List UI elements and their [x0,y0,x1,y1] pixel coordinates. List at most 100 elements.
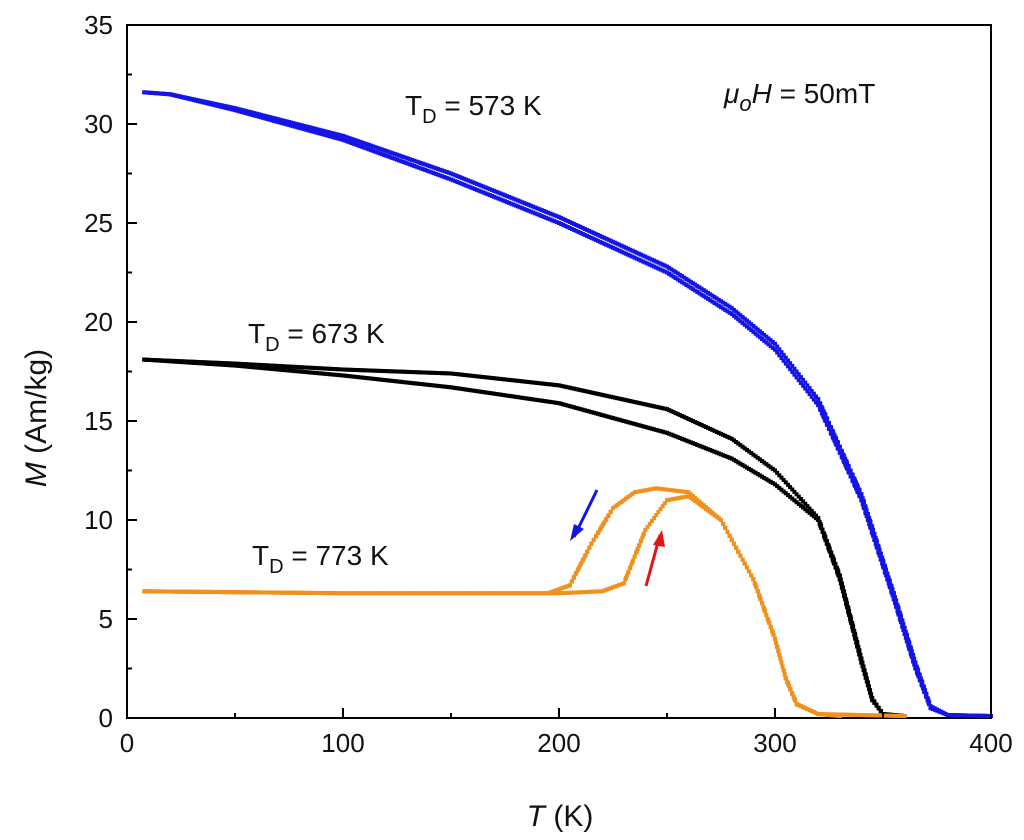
data-point [338,137,343,142]
data-point [893,595,897,600]
data-point [189,589,194,594]
data-point [693,498,698,503]
data-point [775,644,780,649]
data-point [377,591,382,596]
data-point [194,361,199,366]
data-point [811,710,816,715]
data-point [325,591,330,596]
data-point [602,413,607,418]
data-point [550,382,555,387]
data-point [615,502,620,507]
data-point [442,169,447,174]
data-point [595,232,600,237]
data-point [836,440,840,445]
data-point [336,373,341,378]
data-point [321,128,326,133]
data-point [373,145,378,150]
data-point [671,274,676,279]
data-point [738,461,743,466]
data-point [710,293,715,298]
data-point [250,590,255,595]
data-point [688,495,693,500]
data-point [902,714,907,719]
data-point [662,406,667,411]
data-point [548,217,553,222]
data-point [658,405,663,410]
data-point [446,591,451,596]
data-point [897,610,902,615]
data-point [820,529,825,534]
data-point [900,618,905,623]
data-point [163,91,168,96]
data-point [172,93,177,98]
data-point [914,664,919,669]
data-point [716,303,721,308]
data-point [451,178,456,183]
data-point [353,142,358,147]
data-point [656,266,661,271]
data-point [515,198,520,203]
data-point [155,91,160,96]
data-point [902,625,907,630]
data-point [632,554,637,559]
data-point [840,589,845,594]
data-point [677,413,682,418]
data-point [274,363,279,368]
data-point [528,397,533,402]
data-point [185,360,190,365]
data-point [639,423,644,428]
data-point [308,365,313,370]
data-point [937,708,942,713]
data-point [373,368,378,373]
data-point [859,660,864,665]
data-point [677,272,682,277]
data-point [509,201,514,206]
data-point [654,427,659,432]
data-point [481,190,486,195]
data-point [325,133,330,138]
data-point [537,381,542,386]
data-point [710,448,715,453]
data-point [582,408,587,413]
data-point [319,366,324,371]
data-point [282,121,287,126]
data-point [695,420,700,425]
data-point [807,708,812,713]
data-point [204,589,209,594]
data-point [629,562,634,567]
data-point [191,589,196,594]
data-point [559,383,564,388]
data-point [747,449,752,454]
data-point [375,368,380,373]
data-point [569,226,574,231]
data-point [984,713,989,718]
data-point [762,332,767,337]
data-point [431,383,436,388]
data-point [392,379,397,384]
data-point [574,222,579,227]
data-point [390,591,395,596]
series-2-branch-0 [142,486,842,719]
data-point [338,133,343,138]
data-point [407,157,412,162]
data-point [613,246,618,251]
plot-frame [126,24,992,719]
data-point [392,591,397,596]
data-point [431,171,436,176]
data-point [440,591,445,596]
data-point [798,375,803,380]
data-point [660,268,665,273]
data-point [712,449,717,454]
data-point [563,223,568,228]
data-point [656,260,661,265]
data-point [727,310,732,315]
data-point [388,378,393,383]
data-point [660,406,665,411]
data-point [613,504,618,509]
data-point [790,363,795,368]
data-point [522,591,527,596]
data-point [658,429,663,434]
data-point [379,152,384,157]
data-point [280,364,285,369]
data-point [338,367,343,372]
